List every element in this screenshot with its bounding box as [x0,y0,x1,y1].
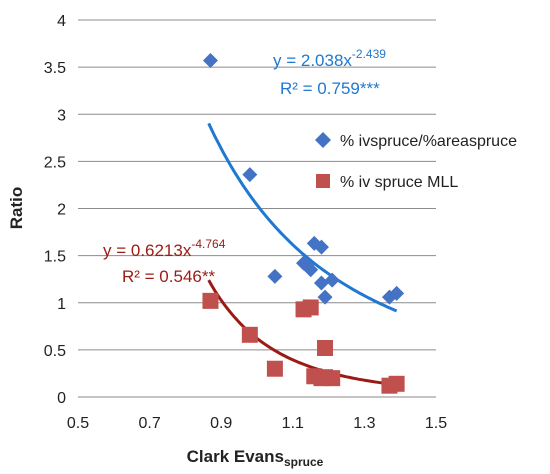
x-tick-label: 1.3 [353,415,375,432]
legend-item-series-2: % iv spruce MLL [316,174,458,191]
data-point-diamond [242,167,258,183]
data-point-square [388,375,405,392]
data-point-square [241,326,258,343]
data-point-diamond [313,239,329,255]
data-point-square [317,339,334,356]
x-tick-label: 1.1 [282,415,304,432]
y-tick-label: 3.5 [44,60,66,77]
equation-main-series-1: y = 2.038x [273,51,352,70]
data-point-diamond [313,275,329,291]
gridlines [78,19,436,351]
x-axis-title-main: Clark Evans [187,447,284,466]
y-tick-label: 2 [57,202,66,219]
trendline-equation-series-2: y = 0.6213x-4.764 R² = 0.546** [103,237,226,286]
x-tick-label: 0.9 [210,415,232,432]
legend-label-series-1: % ivspruce/%areaspruce [340,133,517,150]
equation-text-series-1: y = 2.038x-2.439 [273,47,386,70]
y-tick-label: 1 [57,296,66,313]
trendline-equation-series-1: y = 2.038x-2.439 R² = 0.759*** [273,47,386,98]
y-tick-label: 2.5 [44,154,66,171]
data-point-diamond [303,262,319,278]
legend-marker-square [316,174,330,188]
x-axis-title: Clark Evansspruce [187,447,324,469]
data-point-diamond [317,289,333,305]
y-tick-label: 1.5 [44,249,66,266]
x-tick-label: 0.5 [67,415,89,432]
y-axis-title: Ratio [7,187,26,230]
equation-exponent-series-1: -2.439 [352,47,386,61]
trendlines [207,122,398,387]
legend-label-series-2: % iv spruce MLL [340,174,458,191]
data-point-diamond [389,285,405,301]
equation-main-series-2: y = 0.6213x [103,241,192,260]
data-point-diamond [202,53,218,69]
y-tick-label: 3 [57,107,66,124]
legend-item-series-1: % ivspruce/%areaspruce [315,132,517,150]
data-point-square [266,360,283,377]
data-point-diamond [267,268,283,284]
y-tick-label: 0 [57,390,66,407]
y-tick-label: 0.5 [44,343,66,360]
equation-exponent-series-2: -4.764 [191,237,225,251]
data-points [202,53,405,394]
trendline-series-1 [207,122,398,313]
x-axis-title-subscript: spruce [284,455,324,469]
trendline-series-2 [207,279,397,387]
equation-text-series-2: y = 0.6213x-4.764 [103,237,226,260]
y-tick-labels: 0 0.5 1 1.5 2 2.5 3 3.5 4 [44,13,66,407]
x-tick-labels: 0.5 0.7 0.9 1.1 1.3 1.5 [67,415,447,432]
y-tick-label: 4 [57,13,66,30]
x-tick-label: 0.7 [138,415,160,432]
x-tick-label: 1.5 [425,415,447,432]
r-squared-series-1: R² = 0.759*** [280,79,380,98]
data-point-square [302,299,319,316]
legend-marker-diamond [315,132,331,148]
legend: % ivspruce/%areaspruce % iv spruce MLL [315,132,517,191]
r-squared-series-2: R² = 0.546** [122,267,215,286]
data-point-square [324,370,341,387]
data-point-diamond [324,272,340,288]
data-point-square [202,292,219,309]
